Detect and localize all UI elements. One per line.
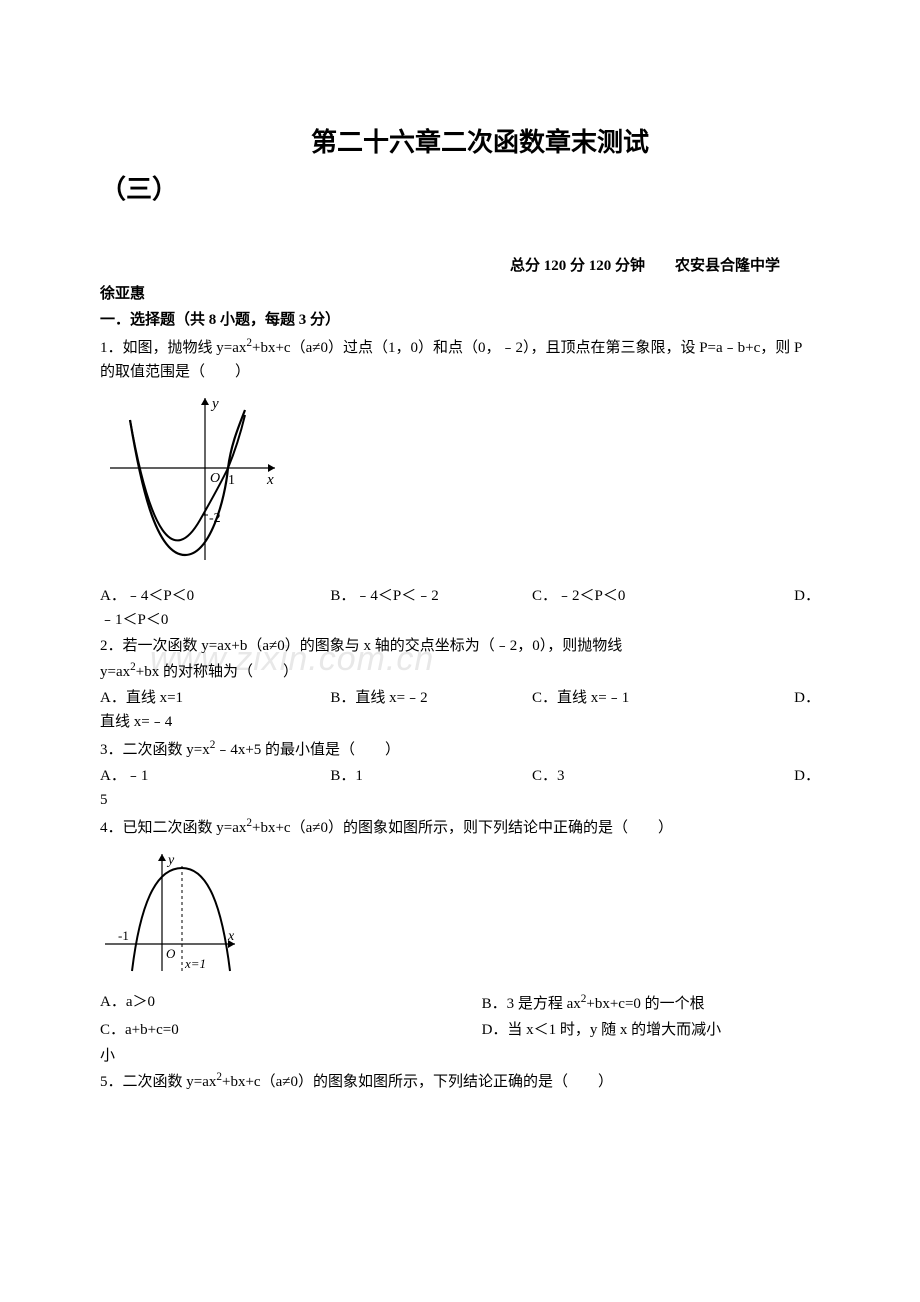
q1-opt-c: C．﹣2＜P＜0: [532, 584, 734, 608]
q1-O-label: O: [210, 471, 220, 486]
q4-opt-b-pre: B．3 是方程 ax: [482, 996, 581, 1012]
q4-x-label: x: [227, 929, 235, 944]
q1-one-label: 1: [228, 473, 235, 488]
q5-text-pre: 5．二次函数 y=ax: [100, 1074, 216, 1090]
q2-text-post: +bx 的对称轴为（ ）: [136, 664, 298, 680]
q4-parabola-svg: y x O -1 x=1: [100, 846, 250, 976]
q3-opt-c: C．3: [532, 764, 734, 788]
q1-opt-a: A．﹣4＜P＜0: [100, 584, 330, 608]
q1-text-pre: 1．如图，抛物线 y=ax: [100, 340, 246, 356]
q5-text-post: +bx+c（a≠0）的图象如图所示，下列结论正确的是（ ）: [222, 1074, 613, 1090]
q3-opt-b: B．1: [330, 764, 532, 788]
section-header: 一．选择题（共 8 小题，每题 3 分）: [100, 308, 820, 332]
q4-opt-b-post: +bx+c=0 的一个根: [586, 996, 704, 1012]
chapter-title: 第二十六章二次函数章末测试 （三）: [100, 120, 820, 214]
q2-opt-d2: 直线 x=﹣4: [100, 710, 820, 734]
q4-text-post: +bx+c（a≠0）的图象如图所示，则下列结论中正确的是（ ）: [252, 820, 673, 836]
q1-opt-d2: ﹣1＜P＜0: [100, 608, 820, 632]
q1-opt-b: B．﹣4＜P＜﹣2: [330, 584, 532, 608]
q4-neg1-label: -1: [118, 928, 129, 943]
title-line-2: （三）: [100, 167, 820, 214]
q1-options: A．﹣4＜P＜0 B．﹣4＜P＜﹣2 C．﹣2＜P＜0 D． ﹣1＜P＜0: [100, 584, 820, 632]
q1-figure: y x O 1 -2: [100, 390, 820, 578]
q2-opt-b: B．直线 x=﹣2: [330, 686, 532, 710]
title-line-1: 第二十六章二次函数章末测试: [100, 120, 820, 167]
question-5: 5．二次函数 y=ax2+bx+c（a≠0）的图象如图所示，下列结论正确的是（ …: [100, 1068, 820, 1094]
q4-opt-c: C．a+b+c=0: [100, 1018, 482, 1042]
q2-options: A．直线 x=1 B．直线 x=﹣2 C．直线 x=﹣1 D． 直线 x=﹣4: [100, 686, 820, 734]
question-1: 1．如图，抛物线 y=ax2+bx+c（a≠0）过点（1，0）和点（0，﹣2），…: [100, 334, 820, 384]
question-4: 4．已知二次函数 y=ax2+bx+c（a≠0）的图象如图所示，则下列结论中正确…: [100, 814, 820, 840]
q1-parabola-svg: y x O 1 -2: [100, 390, 280, 570]
q4-O-label: O: [166, 946, 176, 961]
q3-text-post: ﹣4x+5 的最小值是（ ）: [215, 742, 400, 758]
q4-curve: [132, 868, 230, 971]
q4-figure: y x O -1 x=1: [100, 846, 820, 984]
q4-opt-a: A．a＞0: [100, 990, 482, 1016]
q2-opt-d: D．: [734, 686, 820, 710]
q3-opt-d: D．: [734, 764, 820, 788]
q4-options-1: A．a＞0 B．3 是方程 ax2+bx+c=0 的一个根: [100, 990, 820, 1016]
q1-y-label: y: [210, 396, 219, 412]
q4-opt-d: D．当 x＜1 时，y 随 x 的增大而减小: [482, 1018, 820, 1042]
subtitle: 总分 120 分 120 分钟 农安县合隆中学: [100, 254, 820, 278]
q3-opt-a: A．﹣1: [100, 764, 330, 788]
q3-options: A．﹣1 B．1 C．3 D． 5: [100, 764, 820, 812]
q4-opt-b: B．3 是方程 ax2+bx+c=0 的一个根: [482, 990, 820, 1016]
q4-text-pre: 4．已知二次函数 y=ax: [100, 820, 246, 836]
author: 徐亚惠: [100, 282, 820, 306]
q2-opt-c: C．直线 x=﹣1: [532, 686, 734, 710]
question-3: 3．二次函数 y=x2﹣4x+5 的最小值是（ ）: [100, 736, 820, 762]
q2-opt-a: A．直线 x=1: [100, 686, 330, 710]
q4-options-2: C．a+b+c=0 D．当 x＜1 时，y 随 x 的增大而减小: [100, 1018, 820, 1042]
q3-text-pre: 3．二次函数 y=x: [100, 742, 210, 758]
q4-x1-label: x=1: [184, 956, 206, 971]
q4-y-label: y: [166, 853, 175, 868]
q1-x-label: x: [266, 472, 274, 488]
q4-opt-continue: 小: [100, 1044, 820, 1068]
q1-opt-d: D．: [734, 584, 820, 608]
question-2: 2．若一次函数 y=ax+b（a≠0）的图象与 x 轴的交点坐标为（﹣2，0），…: [100, 634, 820, 684]
q3-opt-d2: 5: [100, 788, 820, 812]
